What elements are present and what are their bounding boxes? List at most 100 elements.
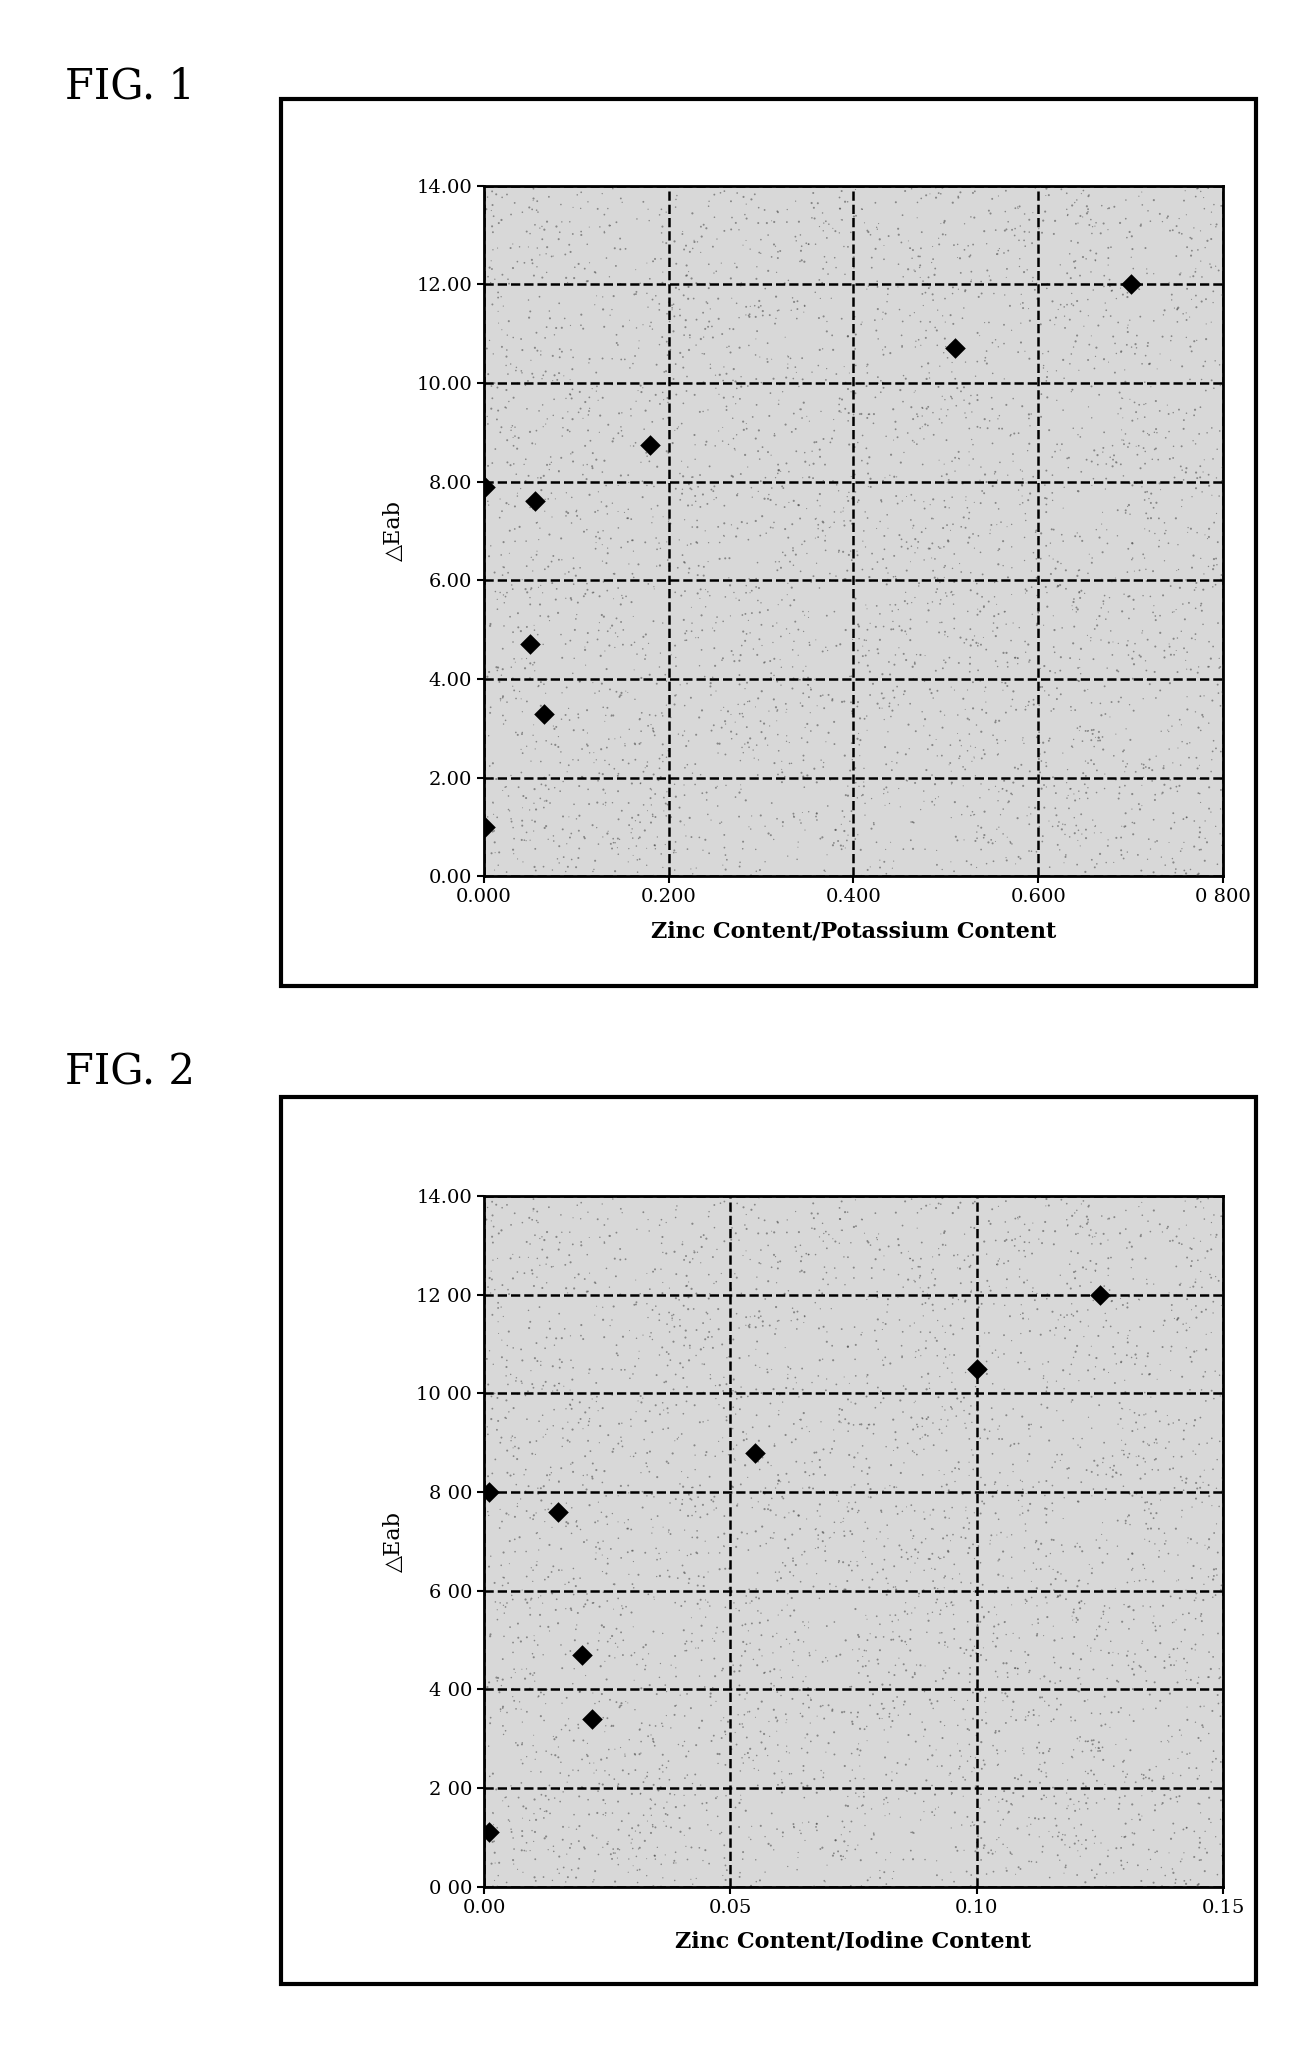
- Point: [1188, 1763, 1209, 1796]
- Point: [721, 1726, 742, 1759]
- Point: [1129, 1439, 1150, 1472]
- Point: [696, 784, 717, 817]
- Point: [1001, 530, 1022, 563]
- Point: [967, 1827, 988, 1860]
- Point: [511, 1833, 532, 1866]
- Point: [749, 1606, 770, 1639]
- Point: [872, 1377, 893, 1410]
- Point: [870, 598, 891, 631]
- Point: [721, 1732, 742, 1765]
- Point: [835, 814, 855, 847]
- Point: [530, 569, 551, 602]
- Point: [1198, 1782, 1219, 1815]
- Point: [687, 1522, 708, 1555]
- Point: [857, 348, 878, 381]
- Point: [544, 1722, 565, 1755]
- Point: [547, 843, 568, 876]
- Point: [760, 511, 781, 544]
- Point: [1012, 1472, 1033, 1505]
- Point: [1014, 1235, 1035, 1268]
- Point: [738, 685, 759, 718]
- Point: [897, 532, 918, 565]
- Point: [1012, 1780, 1033, 1812]
- Point: [757, 1445, 778, 1478]
- Point: [1176, 654, 1197, 687]
- Point: [726, 1530, 747, 1563]
- Point: [1180, 1373, 1201, 1406]
- Point: [595, 1478, 616, 1511]
- Point: [1203, 1198, 1224, 1231]
- Point: [1122, 1415, 1143, 1448]
- Point: [943, 1588, 964, 1621]
- Point: [489, 417, 510, 450]
- Point: [781, 1425, 802, 1458]
- Point: [967, 823, 988, 856]
- Point: [657, 1674, 678, 1707]
- Point: [746, 833, 766, 866]
- Point: [1110, 833, 1131, 866]
- Point: [875, 421, 896, 454]
- Point: [1063, 1594, 1084, 1627]
- Point: [794, 598, 815, 631]
- Point: [795, 445, 816, 478]
- Point: [681, 1767, 702, 1800]
- Point: [1059, 346, 1080, 379]
- Point: [768, 458, 789, 491]
- Point: [854, 1505, 875, 1538]
- Point: [488, 850, 509, 883]
- Point: [867, 1223, 888, 1256]
- Point: [998, 786, 1019, 819]
- Point: [549, 746, 570, 779]
- Point: [600, 1532, 621, 1565]
- Point: [710, 1258, 731, 1291]
- Point: [971, 1726, 991, 1759]
- Point: [666, 472, 687, 505]
- Point: [493, 1621, 514, 1654]
- Point: [658, 1514, 679, 1546]
- Point: [746, 1573, 766, 1606]
- Point: [948, 1454, 969, 1487]
- Point: [578, 394, 599, 427]
- Point: [929, 1188, 950, 1221]
- Point: [798, 1237, 819, 1270]
- Point: [621, 817, 642, 850]
- Point: [777, 194, 798, 227]
- Point: [1103, 1439, 1124, 1472]
- Point: [836, 1625, 857, 1658]
- Point: [749, 443, 770, 476]
- Text: FIG. 2: FIG. 2: [65, 1052, 195, 1093]
- Point: [548, 1606, 569, 1639]
- Point: [955, 753, 976, 786]
- Point: [1197, 1235, 1218, 1268]
- Point: [773, 806, 794, 839]
- Point: [1163, 796, 1184, 829]
- Point: [1137, 1485, 1158, 1518]
- Point: [755, 1493, 776, 1526]
- Point: [1044, 1703, 1065, 1736]
- Point: [782, 1544, 803, 1577]
- Point: [901, 806, 922, 839]
- Point: [596, 497, 617, 530]
- Point: [1028, 456, 1049, 489]
- Point: [651, 738, 672, 771]
- Point: [918, 1283, 939, 1316]
- Point: [691, 1332, 712, 1365]
- Point: [1176, 1332, 1197, 1365]
- Point: [736, 1579, 757, 1612]
- Point: [1122, 528, 1143, 561]
- Point: [540, 786, 561, 819]
- Point: [675, 303, 696, 336]
- Point: [1092, 1505, 1113, 1538]
- Point: [1052, 612, 1073, 645]
- Point: [791, 402, 812, 435]
- Point: [1063, 412, 1084, 445]
- Point: [608, 775, 629, 808]
- Point: [530, 588, 551, 621]
- Point: [736, 406, 757, 439]
- Point: [1133, 538, 1154, 571]
- Point: [511, 1819, 532, 1852]
- Point: [798, 1678, 819, 1711]
- Point: [1146, 1443, 1167, 1476]
- Point: [969, 1792, 990, 1825]
- Point: [645, 1843, 666, 1876]
